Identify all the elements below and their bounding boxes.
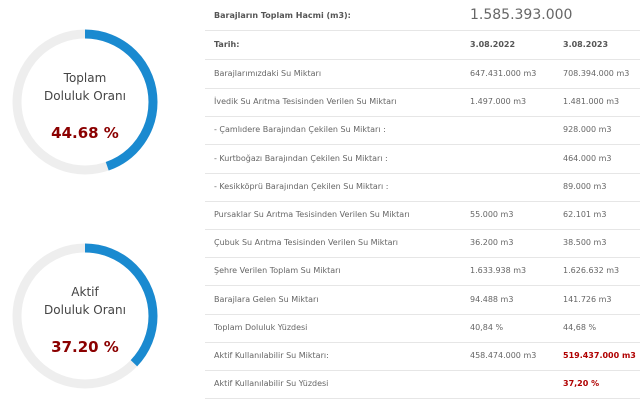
row-divider — [205, 144, 640, 146]
value-2023: 708.394.000 m3 — [563, 69, 630, 78]
gauges: Toplam Doluluk Oranı 44.68 % Aktif Doluluk O… — [12, 29, 158, 389]
value-2022: 36.200 m3 — [470, 238, 514, 248]
value-2023: 928.000 m3 — [563, 125, 612, 135]
value-2022: 94.488 m3 — [470, 294, 514, 304]
row-divider — [205, 116, 640, 118]
value-2023: 1.481.000 m3 — [563, 97, 620, 107]
value-2022: 40,84 % — [470, 322, 504, 332]
row-label: Aktif Kullanılabilir Su Miktarı: — [214, 351, 329, 360]
value-2023: 519.437.000 m3 — [563, 351, 636, 360]
row-divider — [205, 59, 640, 60]
value-2023: 62.101 m3 — [563, 210, 607, 219]
value-2023: 38.500 m3 — [563, 238, 607, 248]
row-label: Toplam Doluluk Yüzdesi — [214, 322, 308, 332]
date: 3.08.2022 — [470, 40, 516, 49]
gauge-subtitle: Doluluk Oranı — [44, 89, 126, 103]
row-label: - Kesikköprü Barajından Çekilen Su Mikta… — [214, 181, 389, 191]
row-divider — [205, 285, 640, 287]
value-2023: 1.626.632 m3 — [563, 266, 620, 276]
gauge-title: Toplam — [63, 71, 107, 85]
value-2022: 458.474.000 m3 — [470, 351, 537, 360]
row-divider — [205, 257, 640, 259]
gauge-subtitle: Doluluk Oranı — [44, 303, 126, 317]
row-label: - Kurtboğazı Barajından Çekilen Su Mikta… — [214, 153, 388, 163]
gauge-value: 44.68 % — [51, 124, 119, 142]
value-2023: 37,20 % — [563, 379, 600, 389]
gauge-value: 37.20 % — [51, 338, 119, 356]
value-2023: 464.000 m3 — [563, 153, 612, 163]
row-label: Aktif Kullanılabilir Su Yüzdesi — [214, 379, 329, 389]
row-label: İvedik Su Arıtma Tesisinden Verilen Su M… — [214, 97, 397, 107]
row-divider — [205, 398, 640, 400]
date-label: Tarih: — [214, 40, 240, 49]
row-divider — [205, 172, 640, 174]
value-2022: 1.633.938 m3 — [470, 266, 527, 276]
row-divider — [205, 370, 640, 371]
row-label: Barajlarımızdaki Su Miktarı — [214, 69, 322, 78]
row-divider — [205, 30, 640, 31]
row-divider — [205, 341, 640, 343]
row-divider — [205, 229, 640, 230]
value-2022: 647.431.000 m3 — [470, 69, 537, 78]
row-divider — [205, 200, 640, 202]
value-2023: 141.726 m3 — [563, 294, 612, 304]
row-divider — [205, 88, 640, 89]
row-label: Çubuk Su Arıtma Tesisinden Verilen Su Mi… — [214, 238, 398, 248]
value-2023: 44,68 % — [563, 322, 597, 332]
date: 3.08.2023 — [563, 40, 609, 49]
value-2022: 55.000 m3 — [470, 210, 514, 219]
header-value: 1.585.393.000 — [470, 7, 573, 23]
row-label: Pursaklar Su Arıtma Tesisinden Verilen S… — [214, 210, 410, 219]
gauge-arc — [12, 29, 158, 175]
value-2023: 89.000 m3 — [563, 181, 607, 191]
row-label: Şehre Verilen Toplam Su Miktarı — [214, 266, 341, 276]
gauge-title: Aktif — [71, 285, 99, 299]
row-divider — [205, 313, 640, 315]
header-label: Barajların Toplam Hacmi (m3): — [214, 11, 351, 20]
row-label: - Çamlıdere Barajından Çekilen Su Miktar… — [214, 125, 386, 135]
value-2022: 1.497.000 m3 — [470, 97, 527, 107]
gauge-arc — [12, 243, 158, 389]
row-label: Barajlara Gelen Su Miktarı — [214, 294, 319, 304]
